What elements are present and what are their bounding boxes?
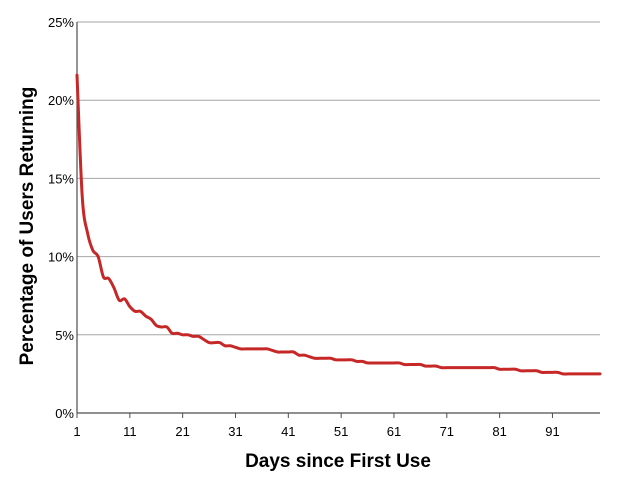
y-ticks: 0% 5% 10% 15% 20% 25% bbox=[48, 15, 74, 421]
x-tick-label: 61 bbox=[387, 424, 401, 439]
x-tick-label: 91 bbox=[545, 424, 559, 439]
y-tick-label: 0% bbox=[55, 406, 74, 421]
x-ticks: 1 11 21 31 41 51 61 71 81 91 bbox=[73, 413, 560, 439]
axes bbox=[76, 22, 600, 414]
x-tick-label: 31 bbox=[228, 424, 242, 439]
y-tick-label: 5% bbox=[55, 328, 74, 343]
grid bbox=[77, 21, 600, 336]
series-line-0 bbox=[75, 73, 602, 376]
x-tick-label: 1 bbox=[73, 424, 80, 439]
y-tick-label: 20% bbox=[48, 93, 74, 108]
x-tick-label: 81 bbox=[492, 424, 506, 439]
y-axis-title: Percentage of Users Returning bbox=[17, 87, 38, 366]
y-tick-label: 10% bbox=[48, 250, 74, 265]
x-tick-label: 71 bbox=[440, 424, 454, 439]
x-tick-label: 41 bbox=[281, 424, 295, 439]
series bbox=[75, 73, 602, 376]
y-tick-label: 15% bbox=[48, 171, 74, 186]
x-tick-label: 11 bbox=[123, 424, 137, 439]
x-tick-label: 21 bbox=[175, 424, 189, 439]
y-tick-label: 25% bbox=[48, 15, 74, 30]
x-axis-title: Days since First Use bbox=[245, 451, 431, 472]
x-tick-label: 51 bbox=[334, 424, 348, 439]
